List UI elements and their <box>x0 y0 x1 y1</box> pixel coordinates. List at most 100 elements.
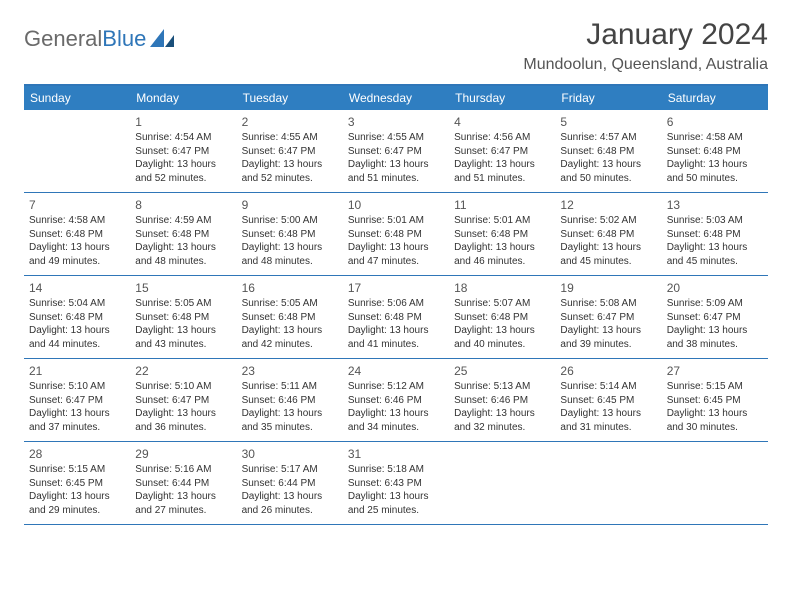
sunset-text: Sunset: 6:48 PM <box>348 228 444 242</box>
daylight-text: Daylight: 13 hours <box>135 407 231 421</box>
daylight-text: and 50 minutes. <box>560 172 656 186</box>
sunset-text: Sunset: 6:48 PM <box>135 228 231 242</box>
sunrise-text: Sunrise: 5:10 AM <box>135 380 231 394</box>
daylight-text: Daylight: 13 hours <box>348 241 444 255</box>
sunset-text: Sunset: 6:44 PM <box>135 477 231 491</box>
day-cell <box>662 442 768 524</box>
day-cell: 10Sunrise: 5:01 AMSunset: 6:48 PMDayligh… <box>343 193 449 275</box>
day-number: 3 <box>348 114 444 130</box>
sunrise-text: Sunrise: 4:55 AM <box>242 131 338 145</box>
sunset-text: Sunset: 6:45 PM <box>560 394 656 408</box>
day-number: 29 <box>135 446 231 462</box>
daylight-text: and 39 minutes. <box>560 338 656 352</box>
daylight-text: and 50 minutes. <box>667 172 763 186</box>
day-cell: 25Sunrise: 5:13 AMSunset: 6:46 PMDayligh… <box>449 359 555 441</box>
month-title: January 2024 <box>523 18 768 52</box>
daylight-text: and 37 minutes. <box>29 421 125 435</box>
sunrise-text: Sunrise: 5:02 AM <box>560 214 656 228</box>
day-cell: 4Sunrise: 4:56 AMSunset: 6:47 PMDaylight… <box>449 110 555 192</box>
day-cell: 29Sunrise: 5:16 AMSunset: 6:44 PMDayligh… <box>130 442 236 524</box>
sunrise-text: Sunrise: 5:07 AM <box>454 297 550 311</box>
day-number: 19 <box>560 280 656 296</box>
sunset-text: Sunset: 6:48 PM <box>29 228 125 242</box>
sunrise-text: Sunrise: 5:05 AM <box>135 297 231 311</box>
day-cell: 28Sunrise: 5:15 AMSunset: 6:45 PMDayligh… <box>24 442 130 524</box>
daylight-text: and 51 minutes. <box>348 172 444 186</box>
daylight-text: and 40 minutes. <box>454 338 550 352</box>
sunset-text: Sunset: 6:44 PM <box>242 477 338 491</box>
sunrise-text: Sunrise: 4:58 AM <box>29 214 125 228</box>
sunset-text: Sunset: 6:48 PM <box>348 311 444 325</box>
sunset-text: Sunset: 6:47 PM <box>135 145 231 159</box>
sunrise-text: Sunrise: 5:06 AM <box>348 297 444 311</box>
sunrise-text: Sunrise: 5:10 AM <box>29 380 125 394</box>
sunrise-text: Sunrise: 4:55 AM <box>348 131 444 145</box>
sunrise-text: Sunrise: 5:15 AM <box>667 380 763 394</box>
sunrise-text: Sunrise: 5:01 AM <box>348 214 444 228</box>
sunrise-text: Sunrise: 5:03 AM <box>667 214 763 228</box>
day-cell: 14Sunrise: 5:04 AMSunset: 6:48 PMDayligh… <box>24 276 130 358</box>
sunrise-text: Sunrise: 4:58 AM <box>667 131 763 145</box>
day-cell: 23Sunrise: 5:11 AMSunset: 6:46 PMDayligh… <box>237 359 343 441</box>
daylight-text: Daylight: 13 hours <box>560 158 656 172</box>
day-number: 15 <box>135 280 231 296</box>
day-cell: 6Sunrise: 4:58 AMSunset: 6:48 PMDaylight… <box>662 110 768 192</box>
day-number: 5 <box>560 114 656 130</box>
daylight-text: and 25 minutes. <box>348 504 444 518</box>
day-cell: 18Sunrise: 5:07 AMSunset: 6:48 PMDayligh… <box>449 276 555 358</box>
sunset-text: Sunset: 6:48 PM <box>29 311 125 325</box>
day-cell: 11Sunrise: 5:01 AMSunset: 6:48 PMDayligh… <box>449 193 555 275</box>
daylight-text: Daylight: 13 hours <box>348 324 444 338</box>
sunset-text: Sunset: 6:47 PM <box>667 311 763 325</box>
week-row: 7Sunrise: 4:58 AMSunset: 6:48 PMDaylight… <box>24 193 768 276</box>
sunset-text: Sunset: 6:48 PM <box>560 145 656 159</box>
daylight-text: and 30 minutes. <box>667 421 763 435</box>
sunrise-text: Sunrise: 5:14 AM <box>560 380 656 394</box>
location: Mundoolun, Queensland, Australia <box>523 56 768 74</box>
day-number: 31 <box>348 446 444 462</box>
day-number: 18 <box>454 280 550 296</box>
sunset-text: Sunset: 6:46 PM <box>348 394 444 408</box>
day-cell: 19Sunrise: 5:08 AMSunset: 6:47 PMDayligh… <box>555 276 661 358</box>
sunrise-text: Sunrise: 5:15 AM <box>29 463 125 477</box>
daylight-text: Daylight: 13 hours <box>454 158 550 172</box>
day-cell: 7Sunrise: 4:58 AMSunset: 6:48 PMDaylight… <box>24 193 130 275</box>
day-number: 20 <box>667 280 763 296</box>
day-cell: 27Sunrise: 5:15 AMSunset: 6:45 PMDayligh… <box>662 359 768 441</box>
day-cell: 9Sunrise: 5:00 AMSunset: 6:48 PMDaylight… <box>237 193 343 275</box>
sunset-text: Sunset: 6:45 PM <box>29 477 125 491</box>
daylight-text: Daylight: 13 hours <box>242 490 338 504</box>
sunrise-text: Sunrise: 5:04 AM <box>29 297 125 311</box>
calendar: SundayMondayTuesdayWednesdayThursdayFrid… <box>24 84 768 525</box>
daylight-text: Daylight: 13 hours <box>348 158 444 172</box>
day-cell: 1Sunrise: 4:54 AMSunset: 6:47 PMDaylight… <box>130 110 236 192</box>
sunrise-text: Sunrise: 5:05 AM <box>242 297 338 311</box>
daylight-text: and 48 minutes. <box>135 255 231 269</box>
day-number: 30 <box>242 446 338 462</box>
sunset-text: Sunset: 6:46 PM <box>454 394 550 408</box>
day-of-week-header: Tuesday <box>237 86 343 110</box>
daylight-text: and 52 minutes. <box>135 172 231 186</box>
day-of-week-header: Friday <box>555 86 661 110</box>
week-row: 21Sunrise: 5:10 AMSunset: 6:47 PMDayligh… <box>24 359 768 442</box>
daylight-text: Daylight: 13 hours <box>667 241 763 255</box>
daylight-text: Daylight: 13 hours <box>242 158 338 172</box>
daylight-text: and 34 minutes. <box>348 421 444 435</box>
daylight-text: and 47 minutes. <box>348 255 444 269</box>
daylight-text: Daylight: 13 hours <box>560 324 656 338</box>
daylight-text: and 32 minutes. <box>454 421 550 435</box>
day-number: 10 <box>348 197 444 213</box>
daylight-text: and 49 minutes. <box>29 255 125 269</box>
day-number: 23 <box>242 363 338 379</box>
daylight-text: and 26 minutes. <box>242 504 338 518</box>
day-of-week-header: Thursday <box>449 86 555 110</box>
day-cell: 26Sunrise: 5:14 AMSunset: 6:45 PMDayligh… <box>555 359 661 441</box>
daylight-text: and 42 minutes. <box>242 338 338 352</box>
daylight-text: and 45 minutes. <box>560 255 656 269</box>
daylight-text: and 51 minutes. <box>454 172 550 186</box>
week-row: 14Sunrise: 5:04 AMSunset: 6:48 PMDayligh… <box>24 276 768 359</box>
sunset-text: Sunset: 6:46 PM <box>242 394 338 408</box>
sunrise-text: Sunrise: 4:59 AM <box>135 214 231 228</box>
day-number: 22 <box>135 363 231 379</box>
sunset-text: Sunset: 6:48 PM <box>454 311 550 325</box>
